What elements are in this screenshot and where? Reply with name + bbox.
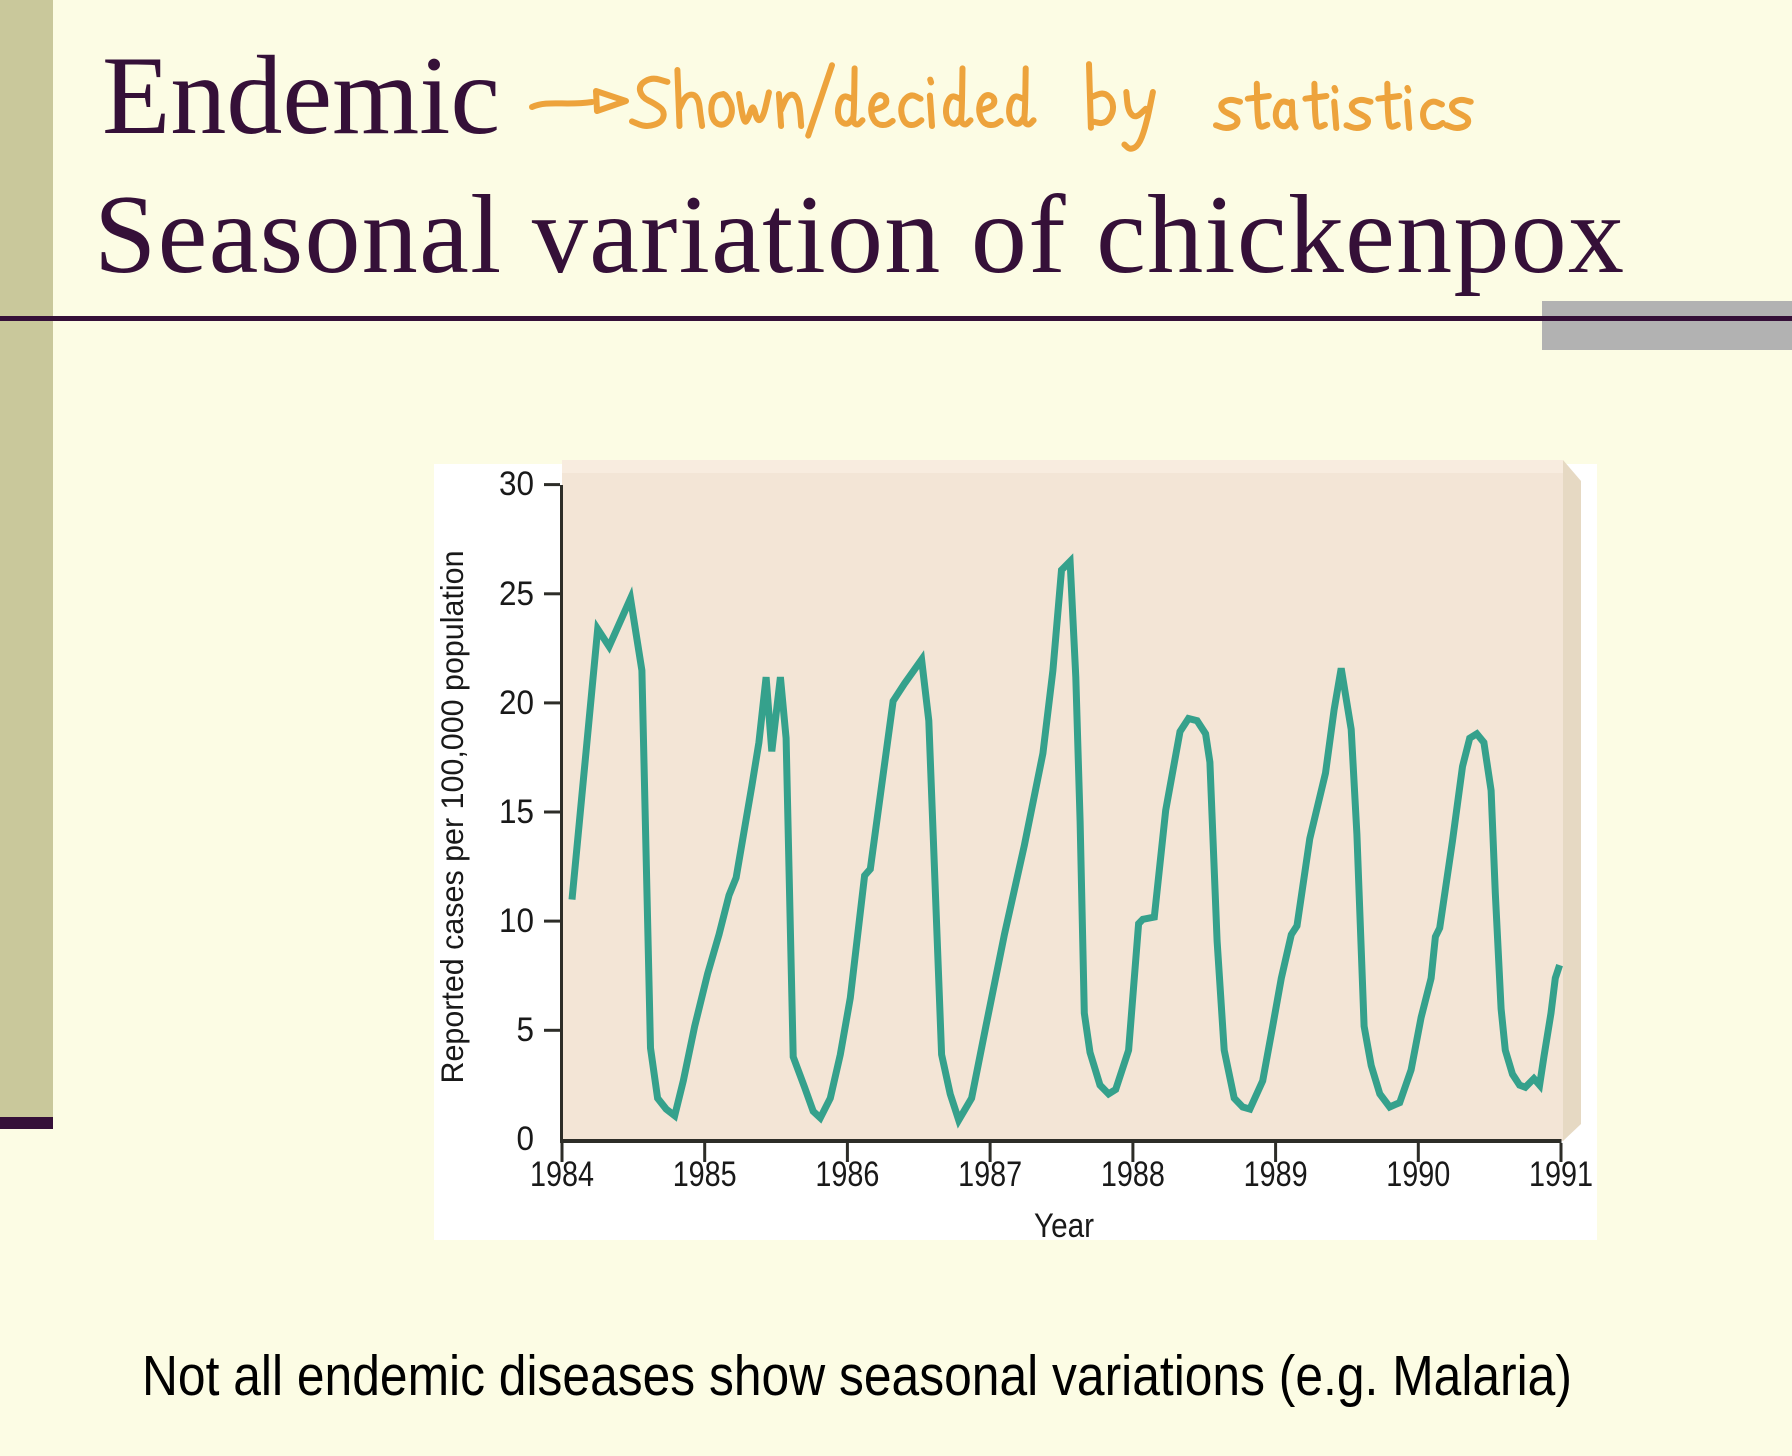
svg-text:1984: 1984 [530,1155,594,1194]
svg-text:1989: 1989 [1244,1155,1308,1194]
svg-text:20: 20 [499,684,534,722]
svg-text:Reported cases per 100,000 pop: Reported cases per 100,000 population [434,551,470,1084]
svg-text:25: 25 [499,575,534,613]
svg-text:1991: 1991 [1529,1155,1593,1194]
svg-text:1986: 1986 [815,1155,879,1194]
svg-text:5: 5 [517,1011,535,1049]
svg-text:1987: 1987 [958,1155,1022,1194]
svg-text:Year: Year [1034,1207,1094,1240]
svg-text:1985: 1985 [673,1155,737,1194]
svg-text:15: 15 [499,793,534,831]
svg-text:30: 30 [499,465,534,503]
svg-text:0: 0 [517,1120,535,1158]
svg-text:1988: 1988 [1101,1155,1165,1194]
svg-text:10: 10 [499,902,534,940]
svg-text:1990: 1990 [1386,1155,1450,1194]
